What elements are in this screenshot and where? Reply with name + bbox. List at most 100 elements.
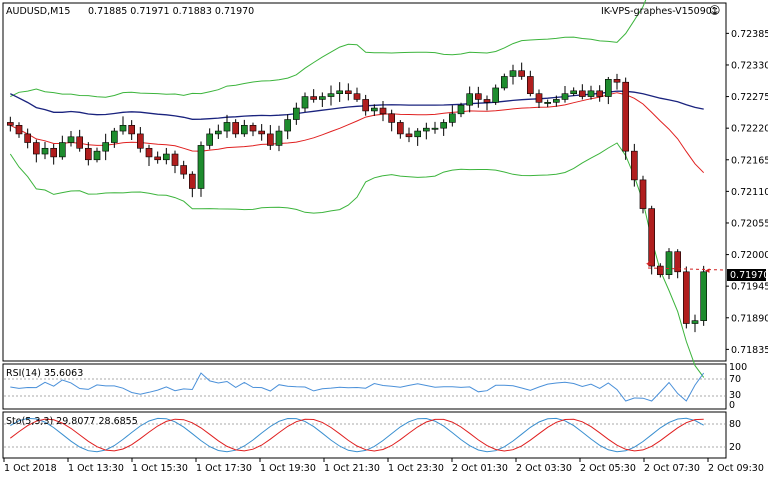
time-tick-label: 1 Oct 2018 [4,463,57,474]
candle-body [474,93,482,100]
bollinger-lower-line [9,142,705,378]
candle-body [561,93,569,100]
candle-body [128,124,135,135]
time-tick-label: 1 Oct 21:30 [324,463,380,474]
candle-body [362,99,369,112]
rsi-label: RSI(14) 35.6063 [6,368,83,379]
candle-body [518,70,526,77]
candle-body [535,93,543,103]
sto-level-80: 80 [729,419,741,430]
candle-body [656,265,664,275]
broker-label: IK-VPS-graphes-V150901 [601,6,718,17]
candle-body [682,271,690,324]
candle-body [700,271,708,321]
candle-body [180,165,187,175]
candle-body [526,76,534,94]
price-tick-label: 0.72275 [731,92,768,103]
candle-body [604,79,612,97]
candle-body [24,133,31,143]
candle-body [50,147,58,158]
price-tick-label: 0.71835 [731,345,768,356]
rsi-level-100: 100 [729,362,747,373]
candle-body [189,173,196,189]
fast-ma-line [10,92,705,174]
time-tick-label: 2 Oct 07:30 [644,463,700,474]
sto-level-20: 20 [729,442,741,453]
candle-body [353,93,361,100]
candle-body [578,90,586,97]
candle-body [76,136,83,149]
candle-body [370,107,378,112]
price-tick-label: 0.72330 [731,60,768,71]
current-price-label: 0.71970 [730,270,768,281]
time-tick-label: 1 Oct 13:30 [68,463,124,474]
sto-signal-line [9,418,704,452]
candle-body [301,96,309,109]
time-tick-label: 1 Oct 15:30 [132,463,188,474]
candle-body [266,133,274,146]
current-price-marker-right: ◂ [705,266,710,276]
candle-body [102,142,109,152]
rsi-line [10,372,705,402]
current-price-marker-left: ✦ [645,260,653,270]
candle-body [396,122,404,135]
candle-body [544,102,552,104]
candle-body [41,147,49,155]
time-tick-label: 2 Oct 03:30 [516,463,572,474]
candle-body [422,127,430,132]
candle-body [639,179,647,209]
candle-body [197,145,205,189]
candle-body [145,147,153,158]
candle-body [58,142,66,158]
candle-body [258,130,265,135]
price-tick-label: 0.71890 [731,313,768,324]
candle-body [457,104,465,115]
candle-body [171,153,179,166]
time-axis: 1 Oct 2018 1 Oct 13:30 1 Oct 15:30 1 Oct 17… [3,458,764,474]
candle-body [163,153,170,161]
candle-body [241,124,248,135]
candle-body [215,130,222,135]
candlestick-series [6,62,708,333]
candle-body [500,76,508,89]
candle-body [310,96,317,100]
candle-body [674,251,682,273]
candle-body [622,81,630,152]
smiley-icon: ☺ [709,4,720,17]
candle-body [648,208,656,267]
candle-body [232,122,239,135]
current-price-line [647,267,726,271]
candle-body [327,93,335,97]
candle-body [111,130,118,143]
candle-body [483,99,491,103]
price-tick-label: 0.72055 [731,218,768,229]
symbol-label: AUDUSD,M15 [6,6,70,17]
rsi-level-0: 0 [729,400,735,411]
candle-body [691,320,699,324]
candle-body [67,136,75,143]
candle-body [466,93,473,106]
sto-main-line [10,417,704,453]
rsi-panel [2,363,727,410]
candle-body [154,156,161,161]
candle-body [292,107,300,120]
candle-body [613,79,621,83]
bollinger-upper-line [10,0,647,98]
candle-body [93,150,101,161]
candle-body [414,130,421,138]
candle-body [440,122,447,129]
candle-body [405,133,413,138]
sto-line-group [9,417,704,453]
price-axis: 0.72385 0.72330 0.72275 0.72220 0.72165 0.721… [726,29,768,356]
candle-body [388,113,395,123]
candle-body [431,127,439,130]
candle-body [15,124,23,135]
time-tick-label: 1 Oct 17:30 [196,463,252,474]
time-tick-label: 1 Oct 19:30 [260,463,316,474]
candle-body [509,70,517,77]
candle-body [552,99,560,103]
candle-body [379,107,387,115]
rsi-level-30: 30 [729,390,741,401]
main-price-panel [2,2,727,362]
